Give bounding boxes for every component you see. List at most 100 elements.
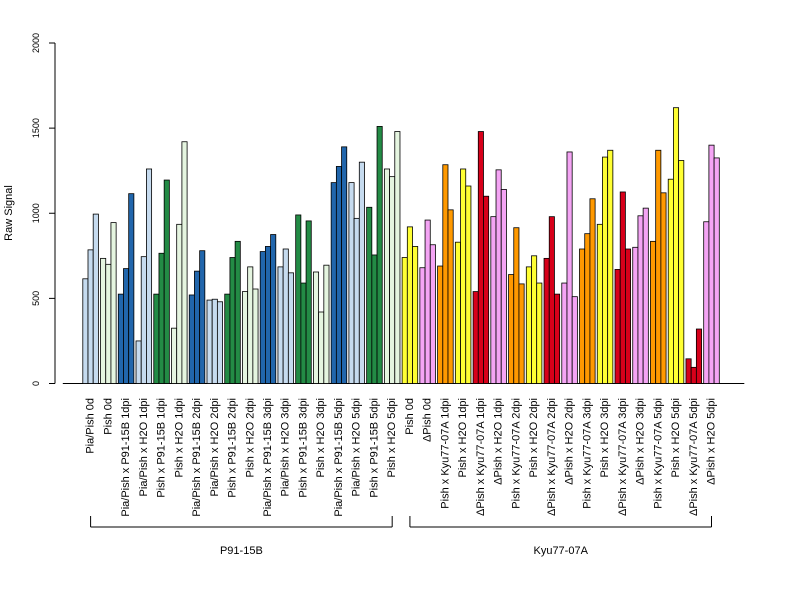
bar-group [242,266,259,384]
bar [87,249,94,384]
bar [383,168,390,384]
category-label: Pia/Pish x P91-15B 5dpi [333,398,345,517]
bar [171,327,178,384]
bar [460,168,467,384]
bar [543,257,550,384]
bar [206,299,213,384]
bar [713,157,720,384]
bar [323,264,330,384]
bar-group [472,131,490,384]
category-label: Pish x Kyu77-07A 1dpi [439,398,451,509]
bar [442,164,449,384]
bar [366,206,373,384]
bar-group [277,248,294,384]
bar-group [117,193,135,384]
bar [181,141,188,384]
bar [282,248,289,384]
bar [518,283,525,384]
category-label: Pish x H2O 1dpi [173,398,185,477]
bar [318,311,325,384]
bar [690,366,697,384]
bar [607,149,614,384]
bar [625,248,632,384]
bar [655,149,662,384]
category-labels: Pia/Pish 0d Pish 0d Pia/Pish x P91-15B 1dp… [85,398,718,517]
bar-group [383,131,401,384]
bar [660,192,667,384]
bar [614,269,621,384]
bar [490,216,497,384]
bar [513,227,520,384]
category-label: Pish x H2O 3dpi [599,398,611,477]
category-label: ΔPish x H2O 1dpi [493,398,505,485]
bar [419,267,426,384]
bar-group [188,250,206,384]
bar [477,131,484,384]
bar [685,358,692,384]
y-axis: 0 500 1000 1500 2000 [31,33,56,386]
bar [531,255,538,384]
bar [394,131,401,384]
bar [330,182,337,384]
bar [92,213,99,384]
bar [447,209,454,384]
bar [163,179,170,384]
category-label: Pish x H2O 2dpi [244,398,256,477]
bar-group [596,149,614,384]
category-label: Pia/Pish x P91-15B 2dpi [191,398,203,517]
bar [247,266,254,384]
bar [259,251,266,384]
y-tick-label: 2000 [31,33,41,53]
bar [637,215,644,384]
bar-group [419,219,436,384]
bar [673,107,680,384]
bar [412,246,419,384]
category-label: Pish x H2O 3dpi [315,398,327,477]
bars-layer [82,107,720,384]
category-label: Pia/Pish x P91-15B 1dpi [120,398,132,517]
bar [135,340,142,384]
bar-group [206,298,223,384]
bar [229,257,236,384]
category-label: ΔPish x H2O 3dpi [635,398,647,485]
bar [348,182,355,384]
bar [300,282,307,384]
bar [358,161,365,384]
bar [146,168,153,384]
y-tick-label: 1000 [31,203,41,223]
bar-group [135,168,153,384]
bar-group [579,198,596,384]
bar [500,189,507,384]
bar-group [153,179,170,384]
bar-group [437,164,454,384]
bar [353,217,360,384]
bar [376,126,383,384]
bar [100,257,107,384]
category-label: ΔPish x Kyu77-07A 2dpi [546,398,558,516]
bar [401,257,408,384]
bar [252,288,259,384]
y-tick-label: 1500 [31,118,41,138]
bar [313,271,320,384]
bar [110,222,117,384]
bar [158,252,165,384]
bar [584,233,591,384]
category-label: ΔPish 0d [422,398,434,442]
bar [536,282,543,384]
bar [341,146,348,384]
category-label: ΔPish x H2O 2dpi [564,398,576,485]
bar [287,272,294,384]
bar-group [100,222,117,384]
bar-group [508,227,525,384]
bar-group [259,234,277,384]
bar [199,250,206,384]
bar [642,207,649,384]
category-label: ΔPish x H2O 5dpi [706,398,718,485]
bar [678,160,685,384]
bar [465,185,472,384]
bar [566,151,573,384]
bar-group [490,169,507,384]
category-label: Pia/Pish x P91-15B 3dpi [262,398,274,517]
bar [264,246,271,384]
